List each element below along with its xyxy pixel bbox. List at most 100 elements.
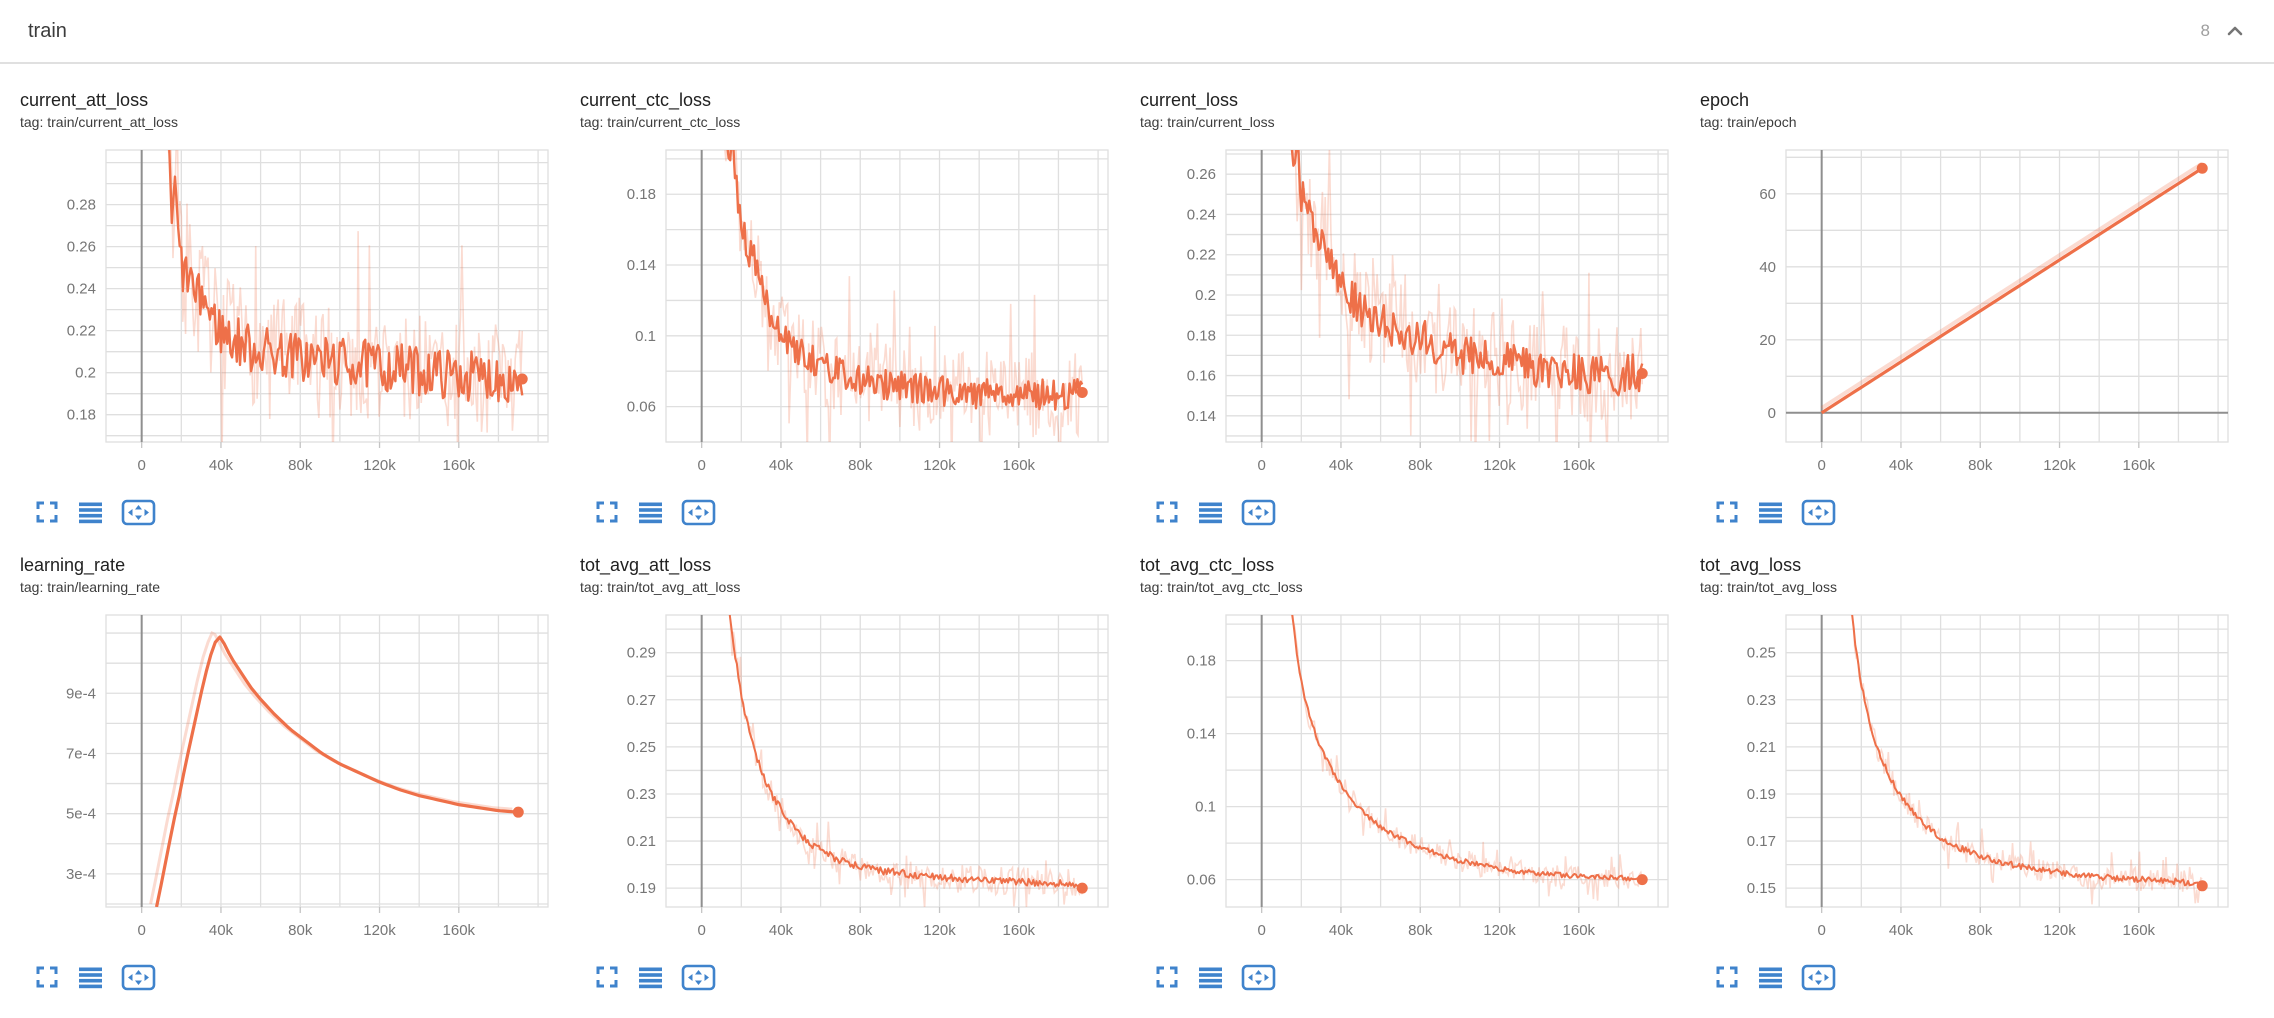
svg-text:120k: 120k (2043, 457, 2076, 474)
scalar-chart-card: tot_avg_att_loss tag: train/tot_avg_att_… (580, 555, 1128, 994)
fit-domain-icon (121, 499, 156, 525)
log-scale-icon (79, 502, 102, 524)
svg-text:80k: 80k (1968, 922, 1993, 939)
svg-text:0.23: 0.23 (1747, 692, 1776, 709)
log-scale-button[interactable] (1197, 499, 1224, 525)
svg-text:0.24: 0.24 (67, 281, 96, 298)
chart-title: learning_rate (20, 555, 126, 575)
fit-domain-button[interactable] (1801, 499, 1836, 526)
svg-text:40k: 40k (769, 922, 794, 939)
fit-domain-icon (1801, 499, 1836, 525)
scalar-line-chart[interactable]: 0 40k 80k 120k 160k 0.14 0.16 0.18 0.2 0.22 0.24 0.… (1140, 144, 1688, 480)
fullscreen-button[interactable] (594, 499, 620, 525)
svg-text:0.23: 0.23 (627, 786, 656, 803)
log-scale-button[interactable] (1757, 964, 1784, 990)
chart-title: tot_avg_att_loss (580, 555, 712, 575)
scalar-line-chart[interactable]: 0 40k 80k 120k 160k 0 20 40 60 (1700, 144, 2248, 480)
svg-text:20: 20 (1759, 332, 1776, 349)
fullscreen-button[interactable] (34, 499, 60, 525)
svg-text:0.18: 0.18 (1187, 327, 1216, 344)
scalar-line-chart[interactable]: 0 40k 80k 120k 160k 0.19 0.21 0.23 0.25 0.27 0.29 (580, 609, 1128, 945)
fit-domain-button[interactable] (121, 964, 156, 991)
svg-text:0.18: 0.18 (1187, 653, 1216, 670)
fullscreen-button[interactable] (1714, 499, 1740, 525)
svg-text:0.1: 0.1 (635, 328, 656, 345)
chart-tag: tag: train/current_loss (1140, 114, 1275, 130)
svg-text:40k: 40k (209, 457, 234, 474)
svg-text:0.1: 0.1 (1195, 799, 1216, 816)
scalar-line-chart[interactable]: 0 40k 80k 120k 160k 0.06 0.1 0.14 0.18 (1140, 609, 1688, 945)
fullscreen-icon (1716, 966, 1738, 988)
svg-text:160k: 160k (1003, 457, 1036, 474)
fit-domain-button[interactable] (1801, 964, 1836, 991)
fullscreen-button[interactable] (1714, 964, 1740, 990)
chart-toolbar (34, 495, 568, 529)
log-scale-button[interactable] (637, 964, 664, 990)
fullscreen-button[interactable] (1154, 964, 1180, 990)
scalar-line-chart[interactable]: 0 40k 80k 120k 160k 0.15 0.17 0.19 0.21 0.23 0.25 (1700, 609, 2248, 945)
svg-text:120k: 120k (1483, 457, 1516, 474)
log-scale-button[interactable] (637, 499, 664, 525)
chart-toolbar (1154, 960, 1688, 994)
svg-text:120k: 120k (363, 457, 396, 474)
chart-toolbar (1714, 960, 2248, 994)
fullscreen-button[interactable] (594, 964, 620, 990)
svg-text:0.06: 0.06 (1187, 872, 1216, 889)
fit-domain-button[interactable] (681, 499, 716, 526)
scalar-line-chart[interactable]: 0 40k 80k 120k 160k 0.06 0.1 0.14 0.18 (580, 144, 1128, 480)
svg-text:0.21: 0.21 (627, 833, 656, 850)
log-scale-icon (639, 967, 662, 989)
chart-tag: tag: train/tot_avg_ctc_loss (1140, 579, 1303, 595)
chart-tag: tag: train/learning_rate (20, 579, 161, 595)
svg-text:120k: 120k (923, 457, 956, 474)
svg-text:0.22: 0.22 (67, 323, 96, 340)
svg-text:80k: 80k (1408, 457, 1433, 474)
svg-text:0: 0 (138, 457, 146, 474)
log-scale-icon (79, 967, 102, 989)
svg-text:40k: 40k (1329, 922, 1354, 939)
svg-text:0: 0 (1258, 457, 1266, 474)
fullscreen-icon (1716, 501, 1738, 523)
svg-text:80k: 80k (1968, 457, 1993, 474)
fit-domain-icon (1241, 499, 1276, 525)
log-scale-button[interactable] (1197, 964, 1224, 990)
svg-text:40k: 40k (1889, 457, 1914, 474)
svg-text:0.28: 0.28 (67, 197, 96, 214)
svg-text:40k: 40k (1889, 922, 1914, 939)
svg-text:40k: 40k (1329, 457, 1354, 474)
scalar-chart-card: learning_rate tag: train/learning_rate 0… (20, 555, 568, 994)
fit-domain-button[interactable] (1241, 499, 1276, 526)
svg-text:160k: 160k (443, 457, 476, 474)
svg-text:40k: 40k (209, 922, 234, 939)
fullscreen-button[interactable] (1154, 499, 1180, 525)
chart-tag: tag: train/tot_avg_att_loss (580, 579, 741, 595)
scalar-chart-card: current_loss tag: train/current_loss 0 40… (1140, 90, 1688, 529)
fullscreen-button[interactable] (34, 964, 60, 990)
scalar-chart-card: tot_avg_ctc_loss tag: train/tot_avg_ctc_… (1140, 555, 1688, 994)
fit-domain-button[interactable] (1241, 964, 1276, 991)
fit-domain-button[interactable] (681, 964, 716, 991)
collapse-section-button[interactable] (2224, 20, 2246, 42)
fit-domain-button[interactable] (121, 499, 156, 526)
svg-text:40k: 40k (769, 457, 794, 474)
svg-text:0.15: 0.15 (1747, 880, 1776, 897)
fullscreen-icon (596, 501, 618, 523)
svg-text:0.26: 0.26 (67, 239, 96, 256)
log-scale-button[interactable] (77, 499, 104, 525)
chart-toolbar (1154, 495, 1688, 529)
chart-count-badge: 8 (2200, 21, 2210, 40)
chart-toolbar (594, 960, 1128, 994)
svg-text:160k: 160k (1563, 457, 1596, 474)
scalar-line-chart[interactable]: 0 40k 80k 120k 160k 3e-4 5e-4 7e-4 9e-4 (20, 609, 568, 945)
scalar-line-chart[interactable]: 0 40k 80k 120k 160k 0.18 0.2 0.22 0.24 0.26 0.28 (20, 144, 568, 480)
svg-text:0.14: 0.14 (627, 257, 656, 274)
svg-text:0.25: 0.25 (627, 739, 656, 756)
log-scale-icon (1759, 502, 1782, 524)
chart-toolbar (1714, 495, 2248, 529)
fullscreen-icon (36, 501, 58, 523)
log-scale-button[interactable] (77, 964, 104, 990)
log-scale-button[interactable] (1757, 499, 1784, 525)
category-title: train (28, 19, 67, 42)
svg-text:0.18: 0.18 (67, 407, 96, 424)
fit-domain-icon (1801, 964, 1836, 990)
